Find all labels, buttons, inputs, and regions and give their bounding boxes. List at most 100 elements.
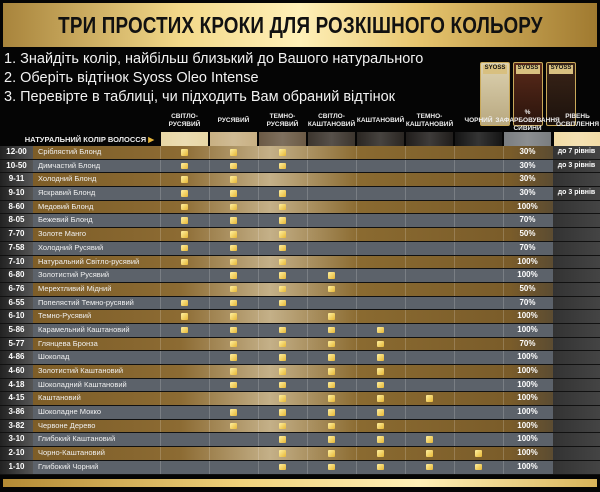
divider (503, 433, 504, 447)
divider (503, 255, 504, 269)
check-icon (328, 450, 335, 457)
check-icon (279, 326, 286, 334)
divider (405, 310, 406, 323)
table-row: 4-60 Золотистий Каштановий 100% (0, 365, 600, 379)
table-header: СВІТЛО-РУСЯВИЙ РУСЯВИЙ ТЕМНО-РУСЯВИЙ СВІТЛО… (0, 109, 600, 132)
check-icon (181, 244, 188, 252)
divider (405, 159, 406, 173)
check-icon (279, 190, 286, 197)
shade-code: 4-18 (0, 378, 33, 392)
column-header: % ЗАФАРБОВУВАННЯ СИВИНИ (495, 109, 560, 132)
divider (503, 200, 504, 214)
divider (454, 241, 455, 255)
column-header: ЧОРНИЙ (464, 117, 493, 124)
divider (160, 269, 161, 282)
check-icon (377, 368, 384, 375)
shade-name: Бежевий Блонд (38, 215, 93, 225)
table-row: 2-10 Чорно-Каштановий 100% (0, 447, 600, 461)
divider (405, 392, 406, 406)
divider (307, 159, 308, 173)
lightening-level (553, 392, 600, 406)
divider (209, 378, 210, 392)
grey-coverage: 50% (519, 229, 536, 239)
shade-code: 3-86 (0, 406, 33, 419)
shade-code: 5-77 (0, 337, 33, 351)
product-box: SYOSS (513, 62, 543, 126)
check-icon (181, 217, 188, 224)
divider (258, 433, 259, 447)
lightening-level (553, 269, 600, 282)
divider (258, 337, 259, 351)
divider (454, 187, 455, 200)
shade-code: 1-10 (0, 460, 33, 474)
divider (160, 173, 161, 187)
divider (258, 296, 259, 310)
divider (258, 159, 259, 173)
shade-code: 9-11 (0, 173, 33, 187)
divider (307, 460, 308, 474)
check-icon (230, 272, 237, 279)
table-row: 7-70 Золоте Манго 50% (0, 228, 600, 242)
check-icon (475, 450, 482, 457)
table-row: 9-11 Холодний Блонд 30% (0, 173, 600, 188)
check-icon (279, 381, 286, 389)
column-header: ТЕМНО-КАШТАНОВИЙ (405, 113, 454, 128)
shade-code: 6-10 (0, 310, 33, 323)
lightening-level (553, 228, 600, 241)
divider (258, 228, 259, 241)
shade-code: 3-82 (0, 419, 33, 433)
check-icon (181, 258, 188, 265)
divider (356, 337, 357, 351)
shade-name: Натуральний Світло-русявий (38, 256, 140, 266)
divider (503, 378, 504, 392)
divider (503, 392, 504, 406)
hair-swatch (308, 132, 355, 146)
divider (503, 406, 504, 419)
grey-coverage: 70% (519, 338, 536, 348)
shade-name: Холодний Блонд (38, 174, 97, 184)
divider (258, 200, 259, 214)
divider (356, 392, 357, 406)
divider (160, 187, 161, 200)
check-icon (279, 285, 286, 293)
divider (209, 214, 210, 228)
divider (503, 214, 504, 228)
divider (258, 406, 259, 419)
check-icon (377, 436, 384, 443)
divider (405, 241, 406, 255)
divider (356, 406, 357, 419)
check-icon (426, 436, 433, 443)
divider (209, 419, 210, 433)
divider (454, 323, 455, 337)
shade-name: Шоколадний Каштановий (38, 379, 127, 389)
divider (307, 214, 308, 228)
divider (307, 310, 308, 323)
divider (503, 187, 504, 200)
check-icon (230, 203, 237, 211)
shade-name: Чорно-Каштановий (38, 448, 105, 458)
column-header: РІВЕНЬ ОСВІТЛЕННЯ (555, 113, 599, 128)
divider (503, 282, 504, 296)
divider (503, 159, 504, 173)
divider (307, 255, 308, 269)
product-box: SYOSS (480, 62, 510, 126)
divider (160, 282, 161, 296)
divider (307, 419, 308, 433)
column-header: КАШТАНОВИЙ (356, 117, 405, 124)
check-icon (279, 340, 286, 348)
grey-coverage: 100% (517, 448, 538, 458)
divider (454, 159, 455, 173)
check-icon (279, 231, 286, 238)
lightening-level (553, 460, 600, 474)
divider (503, 323, 504, 337)
shade-code: 7-70 (0, 228, 33, 241)
divider (356, 146, 357, 159)
check-icon (279, 244, 286, 252)
grey-coverage: 70% (519, 242, 536, 252)
divider (503, 146, 504, 159)
check-icon (230, 190, 237, 197)
divider (503, 419, 504, 433)
hair-swatch (210, 132, 257, 146)
divider (503, 296, 504, 310)
divider (454, 378, 455, 392)
